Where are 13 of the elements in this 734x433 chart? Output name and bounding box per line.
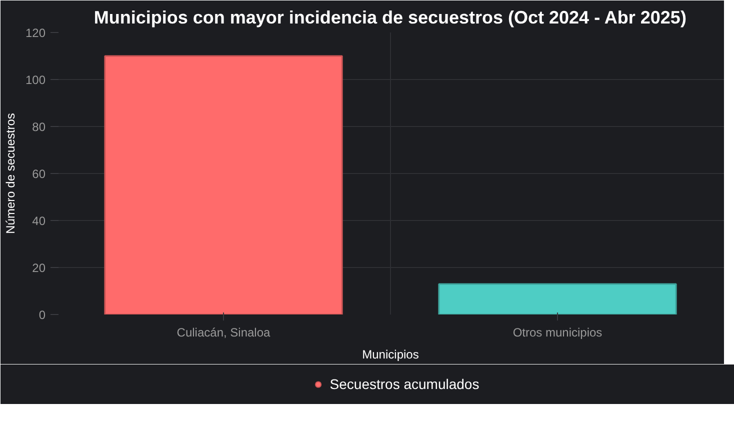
x-tick-label: Culiacán, Sinaloa: [176, 326, 271, 340]
y-tick-label: 60: [32, 167, 46, 181]
y-axis-title: Número de secuestros: [3, 113, 18, 234]
y-tick-label: 80: [32, 120, 46, 134]
y-tick-label: 120: [25, 26, 46, 40]
x-tick-label: Otros municipios: [512, 326, 602, 340]
chart-title: Municipios con mayor incidencia de secuestros (Oct 2024 - Abr 2025): [94, 8, 686, 28]
y-tick-label: 0: [38, 308, 46, 322]
y-tick-label: 100: [25, 73, 46, 87]
y-tick-label: 20: [32, 261, 46, 275]
y-tick-label: 40: [32, 214, 46, 228]
x-axis-title: Municipios: [362, 348, 419, 362]
legend-label: Secuestros acumulados: [330, 376, 480, 392]
